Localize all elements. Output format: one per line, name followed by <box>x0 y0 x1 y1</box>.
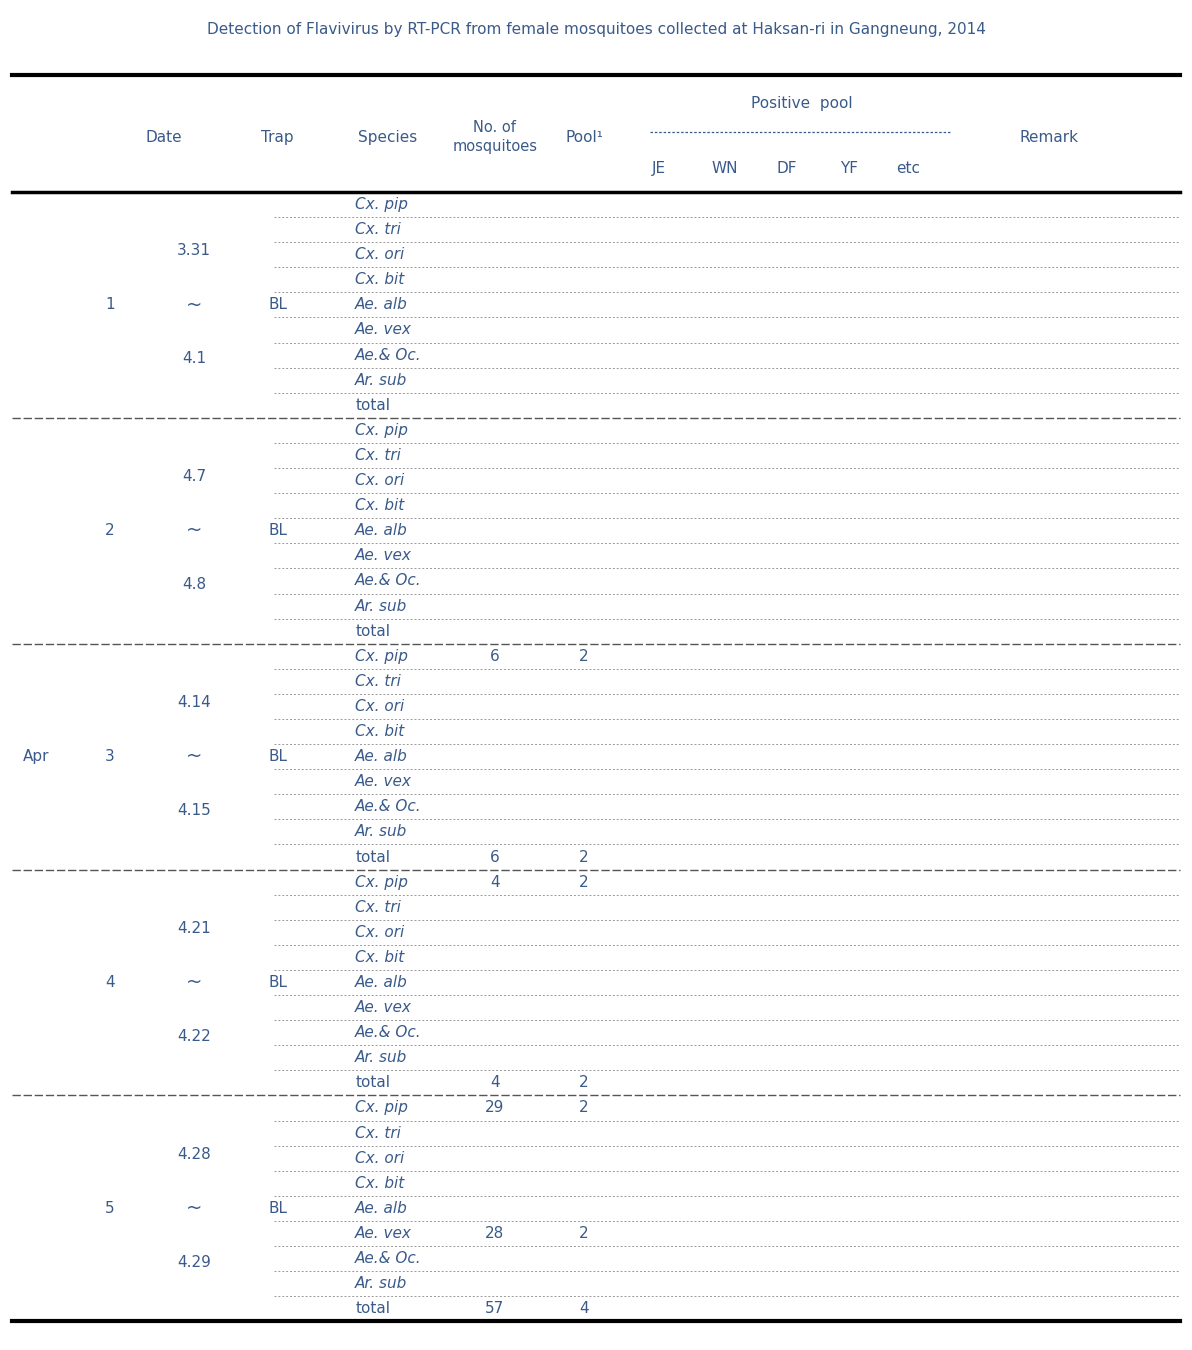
Text: Apr: Apr <box>23 749 49 764</box>
Text: total: total <box>355 398 390 413</box>
Text: Ar. sub: Ar. sub <box>355 1276 408 1291</box>
Text: Ae. vex: Ae. vex <box>355 1000 412 1015</box>
Text: 2: 2 <box>579 849 589 864</box>
Text: Species: Species <box>358 130 417 144</box>
Text: 4.7: 4.7 <box>182 470 206 485</box>
Text: Cx. pip: Cx. pip <box>355 875 408 890</box>
Text: Ar. sub: Ar. sub <box>355 373 408 387</box>
Text: 2: 2 <box>579 1226 589 1241</box>
Text: Cx. ori: Cx. ori <box>355 1150 404 1165</box>
Text: Cx. ori: Cx. ori <box>355 699 404 714</box>
Text: 6: 6 <box>490 849 499 864</box>
Text: 4.28: 4.28 <box>178 1146 211 1162</box>
Text: 2: 2 <box>579 875 589 890</box>
Text: Cx. tri: Cx. tri <box>355 448 401 463</box>
Text: ~: ~ <box>186 521 203 540</box>
Text: total: total <box>355 1301 390 1316</box>
Text: ~: ~ <box>186 1199 203 1218</box>
Text: Ar. sub: Ar. sub <box>355 598 408 613</box>
Text: Ae.& Oc.: Ae.& Oc. <box>355 1251 422 1266</box>
Text: 2: 2 <box>579 1076 589 1091</box>
Text: Cx. bit: Cx. bit <box>355 273 404 288</box>
Text: 4.29: 4.29 <box>178 1256 211 1270</box>
Text: JE: JE <box>652 161 666 176</box>
Text: ~: ~ <box>186 973 203 992</box>
Text: Positive  pool: Positive pool <box>751 96 852 111</box>
Text: 2: 2 <box>579 1100 589 1115</box>
Text: 4.8: 4.8 <box>182 578 206 593</box>
Text: No. of
mosquitoes: No. of mosquitoes <box>452 120 538 154</box>
Text: Ae. vex: Ae. vex <box>355 1226 412 1241</box>
Text: Cx. bit: Cx. bit <box>355 498 404 513</box>
Text: 2: 2 <box>579 649 589 664</box>
Text: BL: BL <box>268 524 287 539</box>
Text: Cx. pip: Cx. pip <box>355 649 408 664</box>
Text: 4.22: 4.22 <box>178 1029 211 1044</box>
Text: Cx. bit: Cx. bit <box>355 950 404 965</box>
Text: Ae. alb: Ae. alb <box>355 524 408 539</box>
Text: etc: etc <box>896 161 920 176</box>
Text: 4: 4 <box>490 1076 499 1091</box>
Text: ~: ~ <box>186 296 203 315</box>
Text: Ar. sub: Ar. sub <box>355 1050 408 1065</box>
Text: Cx. tri: Cx. tri <box>355 223 401 238</box>
Text: Cx. pip: Cx. pip <box>355 1100 408 1115</box>
Text: Cx. bit: Cx. bit <box>355 724 404 738</box>
Text: WN: WN <box>712 161 738 176</box>
Text: Cx. pip: Cx. pip <box>355 197 408 212</box>
Text: 57: 57 <box>485 1301 504 1316</box>
Text: Cx. ori: Cx. ori <box>355 925 404 940</box>
Text: Ae. vex: Ae. vex <box>355 775 412 790</box>
Text: 4.1: 4.1 <box>182 351 206 366</box>
Text: Ae. alb: Ae. alb <box>355 297 408 312</box>
Text: 6: 6 <box>490 649 499 664</box>
Text: 4.15: 4.15 <box>178 803 211 818</box>
Text: Ae. alb: Ae. alb <box>355 749 408 764</box>
Text: total: total <box>355 849 390 864</box>
Text: 4: 4 <box>105 975 114 990</box>
Text: Ae. alb: Ae. alb <box>355 975 408 990</box>
Text: Cx. ori: Cx. ori <box>355 472 404 489</box>
Text: ~: ~ <box>186 747 203 767</box>
Text: 4: 4 <box>579 1301 589 1316</box>
Text: Trap: Trap <box>261 130 294 144</box>
Text: Ae.& Oc.: Ae.& Oc. <box>355 1025 422 1041</box>
Text: 4.14: 4.14 <box>178 695 211 710</box>
Text: BL: BL <box>268 1202 287 1216</box>
Text: Date: Date <box>145 130 182 144</box>
Text: Remark: Remark <box>1019 130 1079 144</box>
Text: 1: 1 <box>105 297 114 312</box>
Text: Detection of Flavivirus by RT-PCR from female mosquitoes collected at Haksan-ri : Detection of Flavivirus by RT-PCR from f… <box>206 22 986 36</box>
Text: Pool¹: Pool¹ <box>565 130 603 144</box>
Text: DF: DF <box>776 161 797 176</box>
Text: 5: 5 <box>105 1202 114 1216</box>
Text: Cx. tri: Cx. tri <box>355 674 401 688</box>
Text: 4: 4 <box>490 875 499 890</box>
Text: Cx. tri: Cx. tri <box>355 899 401 915</box>
Text: total: total <box>355 624 390 639</box>
Text: Ae. vex: Ae. vex <box>355 548 412 563</box>
Text: YF: YF <box>839 161 858 176</box>
Text: total: total <box>355 1076 390 1091</box>
Text: 29: 29 <box>485 1100 504 1115</box>
Text: 2: 2 <box>105 524 114 539</box>
Text: 28: 28 <box>485 1226 504 1241</box>
Text: BL: BL <box>268 975 287 990</box>
Text: Cx. tri: Cx. tri <box>355 1126 401 1141</box>
Text: Ae. alb: Ae. alb <box>355 1202 408 1216</box>
Text: Ar. sub: Ar. sub <box>355 825 408 840</box>
Text: Ae.& Oc.: Ae.& Oc. <box>355 799 422 814</box>
Text: Cx. pip: Cx. pip <box>355 423 408 437</box>
Text: BL: BL <box>268 749 287 764</box>
Text: 3.31: 3.31 <box>178 243 211 258</box>
Text: BL: BL <box>268 297 287 312</box>
Text: 3: 3 <box>105 749 114 764</box>
Text: Cx. bit: Cx. bit <box>355 1176 404 1191</box>
Text: Ae. vex: Ae. vex <box>355 323 412 338</box>
Text: Cx. ori: Cx. ori <box>355 247 404 262</box>
Text: Ae.& Oc.: Ae.& Oc. <box>355 347 422 363</box>
Text: Ae.& Oc.: Ae.& Oc. <box>355 574 422 589</box>
Text: 4.21: 4.21 <box>178 921 211 936</box>
